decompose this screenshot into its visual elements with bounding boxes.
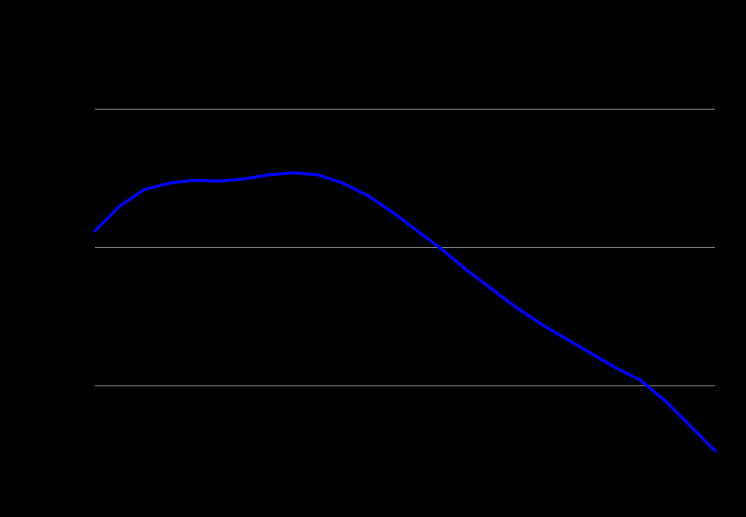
chart-background <box>0 0 746 517</box>
line-chart <box>0 0 746 517</box>
chart-canvas <box>0 0 746 517</box>
